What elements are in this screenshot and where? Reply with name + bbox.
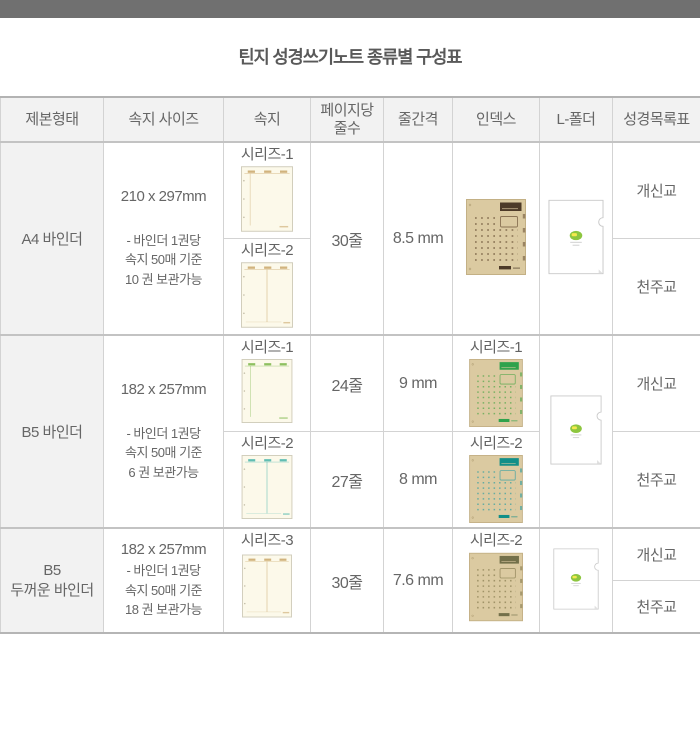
a4-sheet-series1-label: 시리즈-1 <box>240 146 294 163</box>
cell-b5thick-sheet-series3: 시리즈-3 <box>223 527 311 634</box>
col-header-binding-type: 제본형태 <box>0 96 104 143</box>
col-header-lines-per-page: 페이지당 줄수 <box>310 96 384 143</box>
a4-size-value: 210 x 297mm <box>120 187 207 205</box>
row-b5-sub2: 시리즈-2 27줄 8 mm 시리즈-2 천주교 <box>1 431 700 529</box>
b5thick-index-label: 시리즈-2 <box>469 532 523 549</box>
cell-a4-sheet-size: 210 x 297mm - 바인더 1권당 속지 50매 기준 10 권 보관가… <box>103 141 224 336</box>
b5thick-index-card-image <box>469 552 523 622</box>
a4-index-card-image <box>466 199 526 275</box>
cell-b5thick-bible-list-protestant: 개신교 <box>612 527 700 581</box>
cell-b5-l-folder <box>539 334 613 529</box>
b5thick-sheet-series3-paper-image <box>242 552 292 620</box>
cell-a4-sheet-series1: 시리즈-1 <box>223 141 311 239</box>
a4-sheet-series1-paper-image <box>241 166 293 232</box>
row-a4-sub2: 시리즈-2 천주교 <box>1 237 700 336</box>
row-b5-sub1: B5 바인더 182 x 257mm - 바인더 1권당 속지 50매 기준 6… <box>0 334 700 529</box>
b5-sheet-series2-paper-image <box>240 455 294 519</box>
b5thick-size-value: 182 x 257mm <box>120 541 207 559</box>
a4-size-note: - 바인더 1권당 속지 50매 기준 10 권 보관가능 <box>125 232 202 287</box>
b5-sheet-series1-label: 시리즈-1 <box>240 339 294 356</box>
cell-b5-index-series2: 시리즈-2 <box>452 431 540 529</box>
cell-b5thick-bible-list-catholic: 천주교 <box>612 579 700 634</box>
cell-b5-sheet-series2: 시리즈-2 <box>223 431 311 529</box>
composition-table: 제본형태 속지 사이즈 속지 페이지당 줄수 줄간격 인덱스 L-폴더 성경목록… <box>0 96 700 634</box>
header-row: 제본형태 속지 사이즈 속지 페이지당 줄수 줄간격 인덱스 L-폴더 성경목록… <box>0 96 700 143</box>
a4-l-folder-image <box>548 199 604 275</box>
cell-b5thick-index: 시리즈-2 <box>452 527 540 634</box>
a4-sheet-series2-paper-image <box>241 262 293 328</box>
cell-b5thick-sheet-size: 182 x 257mm - 바인더 1권당 속지 50매 기준 18 권 보관가… <box>103 527 224 634</box>
cell-b5-line-spacing-1: 9 mm <box>383 334 453 432</box>
cell-a4-l-folder <box>539 141 613 336</box>
col-header-l-folder: L-폴더 <box>539 96 613 143</box>
cell-b5-line-spacing-2: 8 mm <box>383 431 453 529</box>
b5-size-note: - 바인더 1권당 속지 50매 기준 6 권 보관가능 <box>125 425 202 480</box>
b5thick-l-folder-image <box>553 548 599 610</box>
cell-b5thick-l-folder <box>539 527 613 634</box>
cell-b5-lines-per-page-2: 27줄 <box>310 431 384 529</box>
row-a4-sub1: A4 바인더 210 x 297mm - 바인더 1권당 속지 50매 기준 1… <box>0 141 700 336</box>
b5-sheet-series2-label: 시리즈-2 <box>240 435 294 452</box>
b5thick-size-note: - 바인더 1권당 속지 50매 기준 18 권 보관가능 <box>125 563 202 618</box>
cell-a4-binding-type: A4 바인더 <box>0 141 104 336</box>
cell-b5thick-lines-per-page: 30줄 <box>310 527 384 634</box>
b5-index-series2-label: 시리즈-2 <box>469 435 523 452</box>
b5-size-value: 182 x 257mm <box>120 380 207 398</box>
col-header-sheet: 속지 <box>223 96 311 143</box>
cell-b5thick-binding-type: B5 두꺼운 바인더 <box>0 527 104 634</box>
cell-a4-sheet-series2: 시리즈-2 <box>223 237 311 336</box>
col-header-bible-list: 성경목록표 <box>612 96 700 143</box>
cell-b5-binding-type: B5 바인더 <box>0 334 104 529</box>
cell-a4-bible-list-protestant: 개신교 <box>612 141 700 239</box>
col-header-line-spacing: 줄간격 <box>383 96 453 143</box>
row-b5thick-sub2: 천주교 <box>1 579 700 634</box>
cell-b5thick-line-spacing: 7.6 mm <box>383 527 453 634</box>
cell-b5-bible-list-catholic: 천주교 <box>612 431 700 529</box>
cell-a4-line-spacing: 8.5 mm <box>383 141 453 336</box>
col-header-index: 인덱스 <box>452 96 540 143</box>
b5-l-folder-image <box>550 394 602 466</box>
b5-index-series1-label: 시리즈-1 <box>469 339 523 356</box>
b5thick-sheet-series3-label: 시리즈-3 <box>240 532 294 549</box>
top-divider-bar <box>0 0 700 18</box>
b5-sheet-series1-paper-image <box>240 359 294 423</box>
row-b5thick-sub1: B5 두꺼운 바인더 182 x 257mm - 바인더 1권당 속지 50매 … <box>0 527 700 634</box>
b5-index-series2-card-image <box>468 455 524 523</box>
cell-b5-index-series1: 시리즈-1 <box>452 334 540 432</box>
cell-b5-bible-list-protestant: 개신교 <box>612 334 700 432</box>
b5-index-series1-card-image <box>468 359 524 427</box>
cell-b5-sheet-series1: 시리즈-1 <box>223 334 311 432</box>
cell-a4-bible-list-catholic: 천주교 <box>612 237 700 336</box>
cell-a4-index <box>452 141 540 336</box>
a4-sheet-series2-label: 시리즈-2 <box>240 241 294 259</box>
cell-a4-lines-per-page: 30줄 <box>310 141 384 336</box>
page-title: 틴지 성경쓰기노트 종류별 구성표 <box>238 47 463 67</box>
cell-b5-lines-per-page-1: 24줄 <box>310 334 384 432</box>
col-header-sheet-size: 속지 사이즈 <box>103 96 224 143</box>
cell-b5-sheet-size: 182 x 257mm - 바인더 1권당 속지 50매 기준 6 권 보관가능 <box>103 334 224 529</box>
